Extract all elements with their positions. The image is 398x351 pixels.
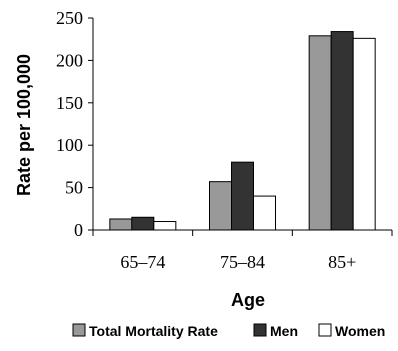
legend-swatch bbox=[253, 323, 267, 337]
legend-swatch bbox=[318, 323, 332, 337]
x-axis: 65–74 75–84 85+ bbox=[92, 230, 393, 272]
y-axis: 0 50 100 150 200 250 bbox=[56, 8, 93, 240]
legend-label: Women bbox=[335, 323, 385, 339]
bar bbox=[352, 37, 376, 231]
bar bbox=[131, 216, 155, 231]
legend-label: Men bbox=[270, 323, 298, 339]
x-tick-label: 65–74 bbox=[120, 252, 165, 272]
y-tick-label: 0 bbox=[74, 220, 83, 240]
y-tick-label: 50 bbox=[65, 178, 83, 198]
bar bbox=[209, 181, 232, 231]
x-tick-label: 75–84 bbox=[220, 252, 265, 272]
x-tick-label: 85+ bbox=[328, 252, 356, 272]
x-axis-label: Age bbox=[231, 290, 265, 310]
bars bbox=[109, 31, 376, 231]
y-axis-label: Rate per 100,000 bbox=[14, 54, 34, 196]
legend-label: Total Mortality Rate bbox=[89, 323, 218, 339]
y-tick-label: 200 bbox=[56, 50, 83, 70]
legend-swatch bbox=[72, 323, 86, 337]
bar bbox=[153, 221, 177, 231]
y-tick-label: 250 bbox=[56, 8, 83, 28]
y-tick-label: 150 bbox=[56, 93, 83, 113]
bar bbox=[308, 35, 332, 231]
legend: Total Mortality Rate Men Women bbox=[72, 323, 385, 339]
bar bbox=[330, 31, 354, 231]
bar bbox=[253, 195, 276, 231]
y-tick-label: 100 bbox=[56, 135, 83, 155]
bar bbox=[231, 161, 254, 231]
bar bbox=[109, 218, 133, 231]
